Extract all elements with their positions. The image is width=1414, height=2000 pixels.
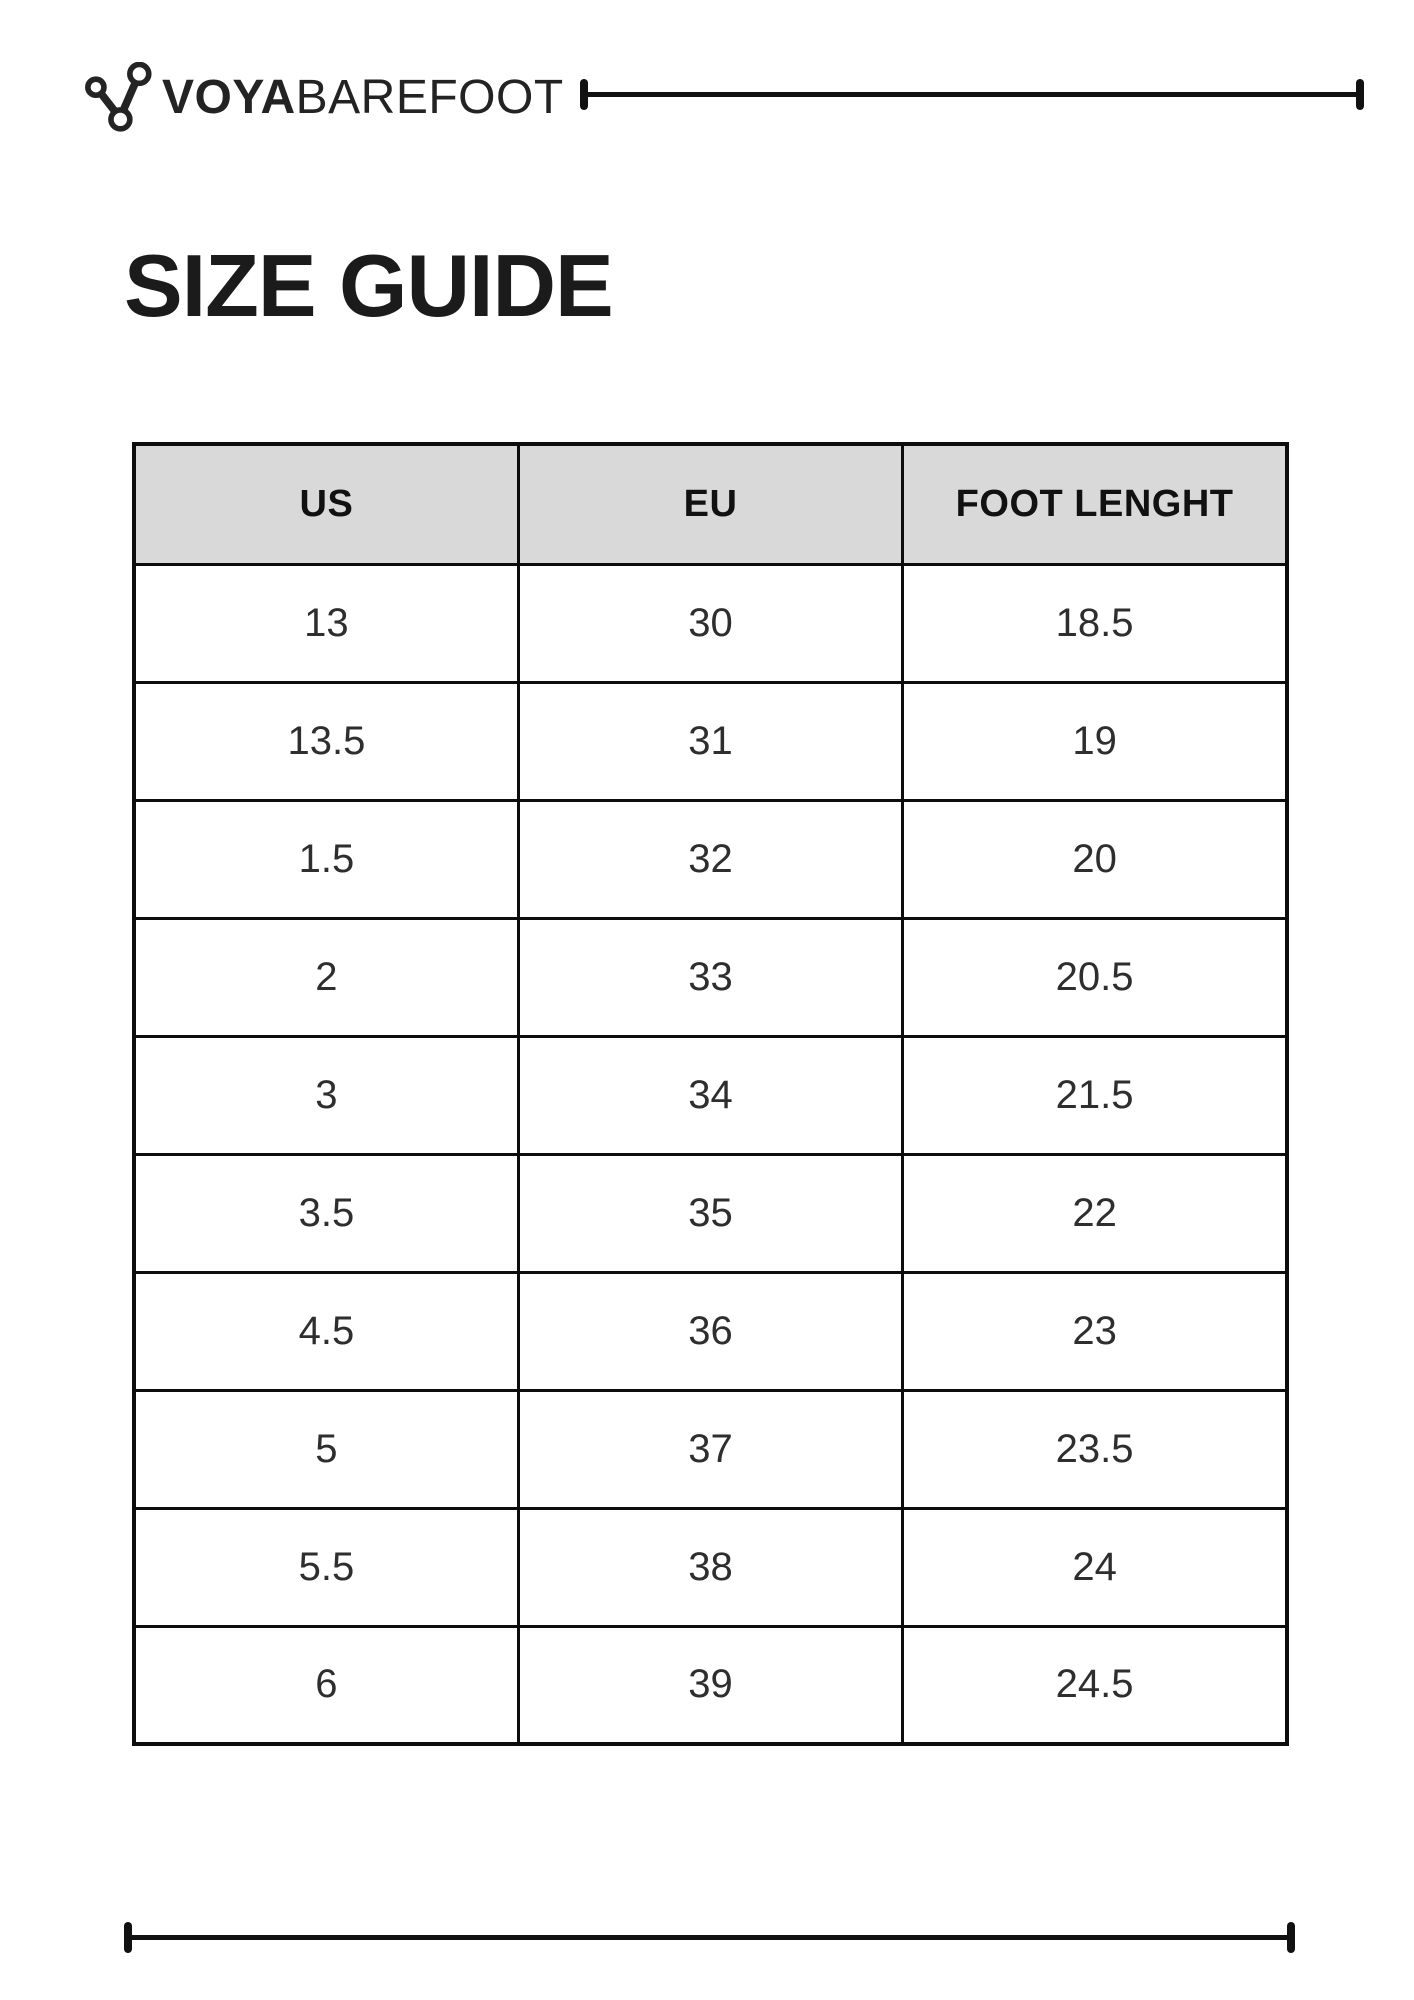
table-cell: 20: [901, 798, 1289, 920]
table-row: 2 33 20.5: [132, 916, 1289, 1038]
column-header-eu: EU: [516, 442, 905, 566]
column-header-us: US: [132, 442, 520, 566]
table-cell: 20.5: [901, 916, 1289, 1038]
top-divider-line: [580, 79, 1364, 110]
brand-name-primary: VOYA: [162, 71, 296, 124]
table-cell: 18.5: [901, 562, 1289, 684]
size-table-header: US EU FOOT LENGHT: [132, 442, 1289, 566]
table-cell: 23.5: [901, 1388, 1289, 1510]
table-cell: 3: [132, 1034, 520, 1156]
table-cell: 6: [132, 1624, 520, 1746]
table-cell: 33: [516, 916, 905, 1038]
page-title: SIZE GUIDE: [124, 236, 614, 335]
table-cell: 2: [132, 916, 520, 1038]
table-cell: 36: [516, 1270, 905, 1392]
table-cell: 24: [901, 1506, 1289, 1628]
table-row: 3.5 35 22: [132, 1152, 1289, 1274]
brand-wordmark: VOYABAREFOOT: [162, 64, 564, 132]
table-cell: 13: [132, 562, 520, 684]
table-cell: 37: [516, 1388, 905, 1510]
table-header-row: US EU FOOT LENGHT: [132, 442, 1289, 566]
table-row: 3 34 21.5: [132, 1034, 1289, 1156]
table-cell: 22: [901, 1152, 1289, 1274]
table-cell: 31: [516, 680, 905, 802]
column-header-foot-length: FOOT LENGHT: [901, 442, 1289, 566]
table-cell: 23: [901, 1270, 1289, 1392]
table-row: 1.5 32 20: [132, 798, 1289, 920]
bottom-divider-line: [124, 1922, 1295, 1953]
table-row: 6 39 24.5: [132, 1624, 1289, 1746]
table-cell: 21.5: [901, 1034, 1289, 1156]
table-row: 5 37 23.5: [132, 1388, 1289, 1510]
table-cell: 3.5: [132, 1152, 520, 1274]
table-cell: 1.5: [132, 798, 520, 920]
size-table: US EU FOOT LENGHT 13 30 18.5 13.5 31 19 1.5 32 2…: [132, 442, 1289, 1746]
brand-logo-icon: [84, 62, 154, 132]
table-cell: 4.5: [132, 1270, 520, 1392]
table-cell: 24.5: [901, 1624, 1289, 1746]
table-cell: 5: [132, 1388, 520, 1510]
table-cell: 38: [516, 1506, 905, 1628]
table-cell: 13.5: [132, 680, 520, 802]
table-cell: 30: [516, 562, 905, 684]
table-row: 4.5 36 23: [132, 1270, 1289, 1392]
table-cell: 5.5: [132, 1506, 520, 1628]
table-cell: 34: [516, 1034, 905, 1156]
table-row: 13.5 31 19: [132, 680, 1289, 802]
table-row: 5.5 38 24: [132, 1506, 1289, 1628]
size-table-body: 13 30 18.5 13.5 31 19 1.5 32 20 2 33 20.5 3 34 21.5 3.5…: [132, 562, 1289, 1746]
table-cell: 19: [901, 680, 1289, 802]
table-cell: 32: [516, 798, 905, 920]
table-cell: 35: [516, 1152, 905, 1274]
table-row: 13 30 18.5: [132, 562, 1289, 684]
table-cell: 39: [516, 1624, 905, 1746]
brand-name-secondary: BAREFOOT: [295, 71, 564, 124]
